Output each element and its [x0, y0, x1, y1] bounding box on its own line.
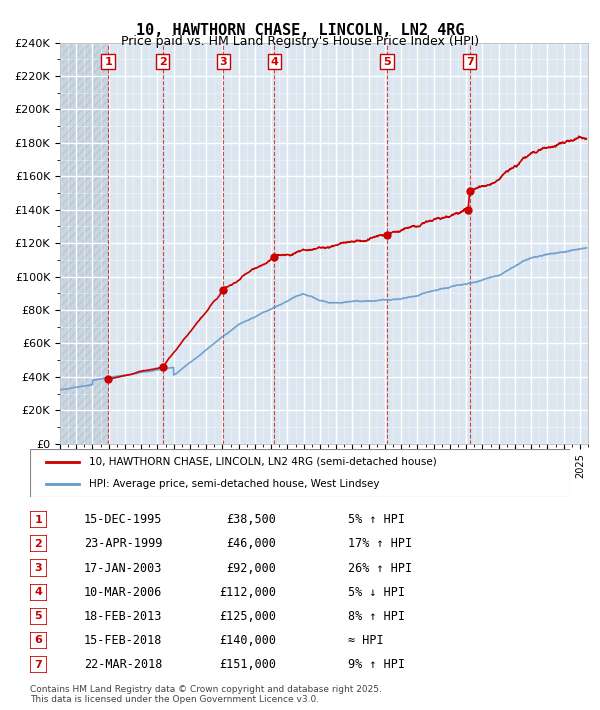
Text: 3: 3 — [35, 563, 42, 573]
Text: 10, HAWTHORN CHASE, LINCOLN, LN2 4RG (semi-detached house): 10, HAWTHORN CHASE, LINCOLN, LN2 4RG (se… — [89, 457, 437, 466]
Text: £151,000: £151,000 — [219, 658, 276, 671]
Text: 2: 2 — [158, 57, 166, 67]
Text: 5: 5 — [35, 611, 42, 621]
Text: ≈ HPI: ≈ HPI — [348, 634, 383, 647]
Text: 3: 3 — [220, 57, 227, 67]
Text: 22-MAR-2018: 22-MAR-2018 — [84, 658, 163, 671]
Text: 7: 7 — [35, 660, 42, 670]
FancyBboxPatch shape — [30, 535, 47, 552]
Text: HPI: Average price, semi-detached house, West Lindsey: HPI: Average price, semi-detached house,… — [89, 479, 380, 489]
Text: £46,000: £46,000 — [226, 537, 276, 550]
Text: 23-APR-1999: 23-APR-1999 — [84, 537, 163, 550]
FancyBboxPatch shape — [30, 449, 570, 497]
Text: 15-FEB-2018: 15-FEB-2018 — [84, 634, 163, 647]
FancyBboxPatch shape — [30, 632, 47, 649]
Text: 5% ↑ HPI: 5% ↑ HPI — [348, 513, 405, 526]
FancyBboxPatch shape — [30, 608, 47, 625]
Text: 1: 1 — [104, 57, 112, 67]
FancyBboxPatch shape — [30, 584, 47, 601]
Text: 17% ↑ HPI: 17% ↑ HPI — [348, 537, 412, 550]
Text: Price paid vs. HM Land Registry's House Price Index (HPI): Price paid vs. HM Land Registry's House … — [121, 36, 479, 48]
Text: 4: 4 — [271, 57, 278, 67]
Text: £125,000: £125,000 — [219, 610, 276, 623]
Text: 9% ↑ HPI: 9% ↑ HPI — [348, 658, 405, 671]
Text: 26% ↑ HPI: 26% ↑ HPI — [348, 562, 412, 574]
Text: 5: 5 — [383, 57, 391, 67]
Text: 7: 7 — [466, 57, 473, 67]
Text: £92,000: £92,000 — [226, 562, 276, 574]
Text: 17-JAN-2003: 17-JAN-2003 — [84, 562, 163, 574]
Text: This data is licensed under the Open Government Licence v3.0.: This data is licensed under the Open Gov… — [30, 695, 319, 704]
FancyBboxPatch shape — [30, 511, 47, 528]
Text: 4: 4 — [34, 587, 43, 597]
Text: Contains HM Land Registry data © Crown copyright and database right 2025.: Contains HM Land Registry data © Crown c… — [30, 685, 382, 694]
Text: 10, HAWTHORN CHASE, LINCOLN, LN2 4RG: 10, HAWTHORN CHASE, LINCOLN, LN2 4RG — [136, 23, 464, 38]
FancyBboxPatch shape — [30, 656, 47, 673]
Text: £38,500: £38,500 — [226, 513, 276, 526]
Text: 8% ↑ HPI: 8% ↑ HPI — [348, 610, 405, 623]
Text: £112,000: £112,000 — [219, 586, 276, 599]
Text: 5% ↓ HPI: 5% ↓ HPI — [348, 586, 405, 599]
Text: 15-DEC-1995: 15-DEC-1995 — [84, 513, 163, 526]
Text: 10-MAR-2006: 10-MAR-2006 — [84, 586, 163, 599]
Text: £140,000: £140,000 — [219, 634, 276, 647]
Polygon shape — [60, 43, 108, 444]
Text: 6: 6 — [34, 635, 43, 645]
Text: 2: 2 — [35, 539, 42, 549]
Text: 1: 1 — [35, 515, 42, 525]
Text: 18-FEB-2013: 18-FEB-2013 — [84, 610, 163, 623]
FancyBboxPatch shape — [30, 559, 47, 577]
